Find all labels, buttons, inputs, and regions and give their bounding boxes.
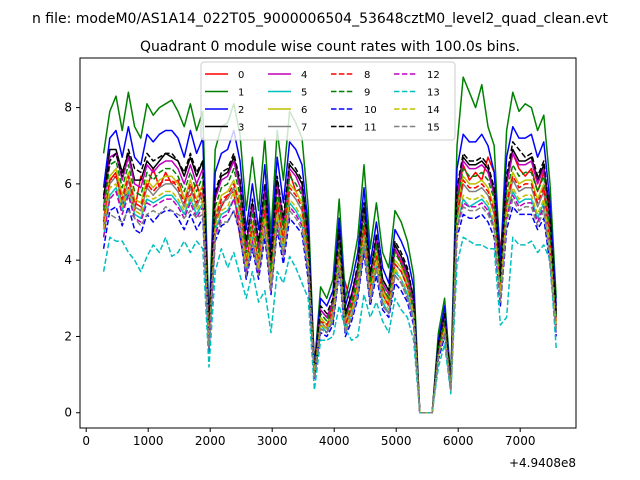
x-tick-label: 5000 [381,434,412,448]
series-line-13 [102,236,557,414]
x-tick-label: 6000 [443,434,474,448]
figure-suptitle: n file: modeM0/AS1A14_022T05_9000006504_… [32,11,609,27]
legend-label: 3 [238,123,244,134]
series-line-1 [102,76,557,414]
series-line-9 [102,160,557,414]
x-tick-label: 3000 [257,434,288,448]
legend-label: 0 [238,70,244,81]
legend-label: 8 [364,70,370,81]
series-layer [102,76,557,414]
series-line-15 [103,198,557,414]
legend-label: 12 [427,70,440,81]
series-line-8 [102,175,557,414]
x-tick-label: 7000 [505,434,536,448]
series-line-12 [102,190,557,414]
legend-label: 14 [427,105,440,116]
legend-label: 11 [364,123,377,134]
y-axis: 0 2 4 6 8 [64,101,80,420]
axes-frame [79,57,577,429]
x-tick-label: 0 [82,434,90,448]
y-tick-label: 6 [64,177,72,191]
y-tick-label: 0 [64,406,72,420]
legend-label: 5 [301,88,307,99]
series-line-4 [102,152,557,414]
x-tick-label: 2000 [195,434,226,448]
x-axis: 0 1000 2000 3000 4000 5000 6000 7000 [82,428,535,448]
legend-label: 6 [301,105,307,116]
x-tick-label: 1000 [133,434,164,448]
legend-frame [200,61,456,141]
series-line-7 [102,175,557,414]
y-tick-label: 4 [64,253,72,267]
legend-label: 15 [427,123,440,134]
y-tick-label: 8 [64,101,72,115]
series-line-2 [102,125,557,414]
series-line-10 [102,206,557,414]
x-tick-label: 4000 [319,434,350,448]
legend-label: 7 [301,123,307,134]
legend-label: 9 [364,88,370,99]
legend-label: 10 [364,105,377,116]
y-tick-label: 2 [64,329,72,343]
x-axis-offset-label: +4.9408e8 [509,456,576,470]
series-line-0 [102,152,557,414]
chart-title: Quadrant 0 module wise count rates with … [140,39,520,55]
series-line-5 [102,186,557,414]
plot-area [79,57,577,429]
legend-label: 1 [238,88,244,99]
legend-label: 4 [301,70,307,81]
legend-label: 13 [427,88,440,99]
series-line-11 [102,141,557,414]
legend-label: 2 [238,105,244,116]
series-line-14 [102,183,557,414]
